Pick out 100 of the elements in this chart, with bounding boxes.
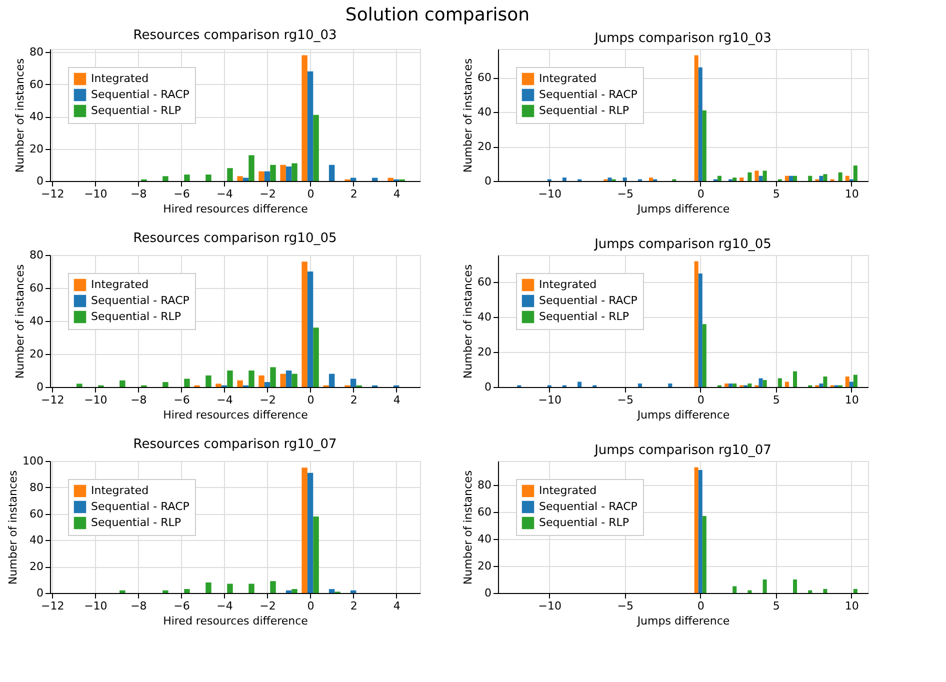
chart-title: Resources comparison rg10_07 bbox=[133, 437, 337, 452]
legend-label: Sequential - RACP bbox=[91, 294, 190, 307]
y-tick-label: 0 bbox=[484, 174, 492, 188]
x-tick-label: −8 bbox=[130, 394, 147, 406]
bar bbox=[328, 164, 335, 181]
legend-label: Sequential - RACP bbox=[91, 88, 190, 101]
legend-label: Integrated bbox=[91, 484, 149, 497]
x-tick-label: 0 bbox=[307, 188, 314, 200]
x-tick-label: −4 bbox=[216, 394, 233, 406]
bar bbox=[286, 166, 292, 181]
legend-label: Sequential - RLP bbox=[539, 104, 630, 117]
bar bbox=[313, 328, 319, 387]
legend-label: Sequential - RLP bbox=[91, 310, 182, 323]
y-tick-label: 80 bbox=[30, 46, 44, 59]
bar bbox=[162, 382, 168, 387]
bar bbox=[754, 170, 759, 181]
bar bbox=[784, 176, 789, 181]
bar bbox=[280, 164, 286, 181]
bar bbox=[823, 376, 828, 387]
bar bbox=[724, 384, 729, 387]
y-axis-title: Number of instances bbox=[14, 264, 27, 379]
x-tick-label: −4 bbox=[216, 188, 233, 200]
bar bbox=[762, 579, 767, 593]
bar bbox=[270, 581, 276, 593]
y-tick-label: 60 bbox=[478, 276, 492, 289]
bar bbox=[758, 176, 763, 181]
y-tick-label: 20 bbox=[478, 140, 492, 154]
bar bbox=[808, 176, 812, 181]
legend-label: Integrated bbox=[91, 278, 149, 291]
bar bbox=[237, 176, 243, 181]
bar bbox=[792, 579, 798, 593]
bar bbox=[258, 375, 264, 387]
bar bbox=[823, 588, 828, 593]
bar bbox=[120, 380, 126, 387]
x-tick-label: 4 bbox=[393, 394, 400, 406]
y-axis-title: Number of instances bbox=[462, 470, 475, 585]
bar bbox=[227, 168, 233, 181]
y-tick-label: 60 bbox=[30, 282, 44, 294]
y-axis-title: Number of instances bbox=[6, 470, 20, 585]
y-tick-label: 40 bbox=[30, 534, 44, 547]
bar bbox=[388, 178, 394, 181]
chart-title: Jumps comparison rg10_03 bbox=[594, 31, 772, 46]
bar bbox=[237, 380, 243, 387]
y-axis-title: Number of instances bbox=[14, 58, 27, 173]
x-axis-title: Jumps difference bbox=[636, 408, 730, 422]
bar bbox=[702, 516, 706, 593]
y-tick-label: 20 bbox=[478, 346, 492, 359]
y-tick-label: 20 bbox=[30, 142, 44, 156]
bar bbox=[76, 384, 82, 387]
bar bbox=[248, 584, 254, 593]
bar bbox=[638, 384, 642, 387]
bar bbox=[227, 584, 233, 593]
bar bbox=[694, 261, 698, 387]
y-tick-label: 40 bbox=[478, 106, 492, 119]
x-tick-label: −10 bbox=[538, 188, 562, 200]
bar bbox=[622, 178, 627, 181]
x-tick-label: 4 bbox=[393, 600, 400, 612]
x-axis-title: Jumps difference bbox=[636, 614, 730, 628]
legend-label: Integrated bbox=[539, 278, 597, 291]
bar bbox=[302, 468, 308, 593]
legend-label: Integrated bbox=[539, 484, 597, 497]
y-tick-label: 40 bbox=[30, 110, 44, 124]
y-tick-label: 0 bbox=[36, 380, 44, 394]
y-tick-label: 80 bbox=[478, 478, 492, 492]
y-tick-label: 20 bbox=[30, 560, 44, 574]
x-tick-label: 2 bbox=[350, 394, 358, 406]
bar bbox=[120, 590, 126, 593]
legend-label: Sequential - RLP bbox=[539, 516, 630, 529]
bar bbox=[162, 176, 168, 181]
legend-label: Sequential - RLP bbox=[539, 310, 630, 323]
y-tick-label: 40 bbox=[478, 310, 492, 324]
x-tick-label: 0 bbox=[307, 600, 314, 612]
x-tick-label: 0 bbox=[307, 394, 314, 406]
x-axis-title: Hired resources difference bbox=[163, 614, 308, 628]
y-tick-label: 40 bbox=[30, 314, 44, 328]
x-tick-label: −5 bbox=[617, 188, 634, 200]
bar bbox=[792, 176, 798, 181]
bar bbox=[286, 370, 292, 387]
bar bbox=[216, 384, 222, 387]
legend-label: Sequential - RLP bbox=[91, 516, 182, 529]
x-tick-label: −12 bbox=[41, 394, 64, 406]
bar bbox=[302, 262, 308, 387]
x-tick-label: −6 bbox=[174, 394, 190, 406]
x-tick-label: −8 bbox=[130, 600, 147, 612]
x-tick-label: −6 bbox=[174, 188, 190, 200]
x-tick-label: 0 bbox=[697, 600, 704, 612]
x-tick-label: −12 bbox=[41, 600, 64, 612]
x-tick-label: 0 bbox=[697, 188, 704, 200]
x-tick-label: −10 bbox=[538, 394, 562, 406]
x-tick-label: −2 bbox=[260, 394, 276, 406]
x-axis-title: Hired resources difference bbox=[163, 202, 308, 216]
bar bbox=[248, 155, 254, 181]
bar bbox=[608, 178, 612, 181]
legend-label: Sequential - RACP bbox=[539, 88, 638, 101]
legend-label: Integrated bbox=[539, 72, 597, 85]
x-tick-label: −10 bbox=[538, 600, 562, 612]
bar bbox=[264, 171, 270, 181]
chart-title: Resources comparison rg10_03 bbox=[133, 28, 337, 44]
bar bbox=[808, 590, 812, 593]
bar bbox=[702, 110, 706, 181]
